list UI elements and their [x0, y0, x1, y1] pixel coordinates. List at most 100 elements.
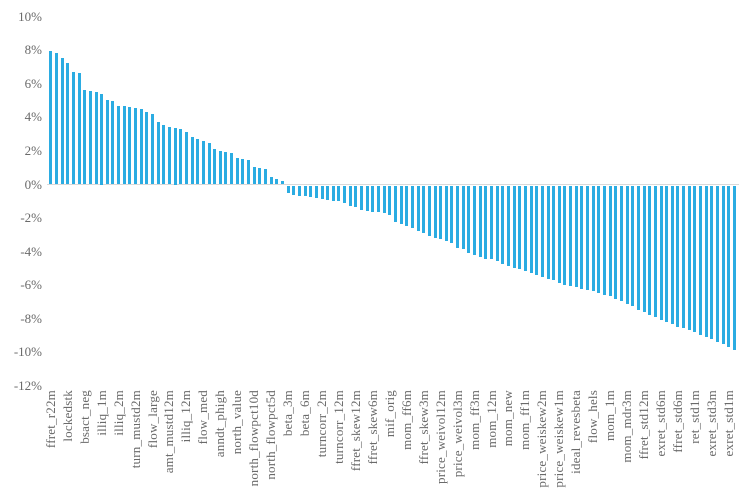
- bar: [399, 185, 403, 225]
- bar: [218, 150, 222, 185]
- y-axis-tick-label: -8%: [20, 310, 42, 326]
- bar: [224, 151, 228, 185]
- bar: [422, 185, 426, 234]
- bar: [625, 185, 629, 304]
- bar: [665, 185, 669, 322]
- x-axis-category-label: mif_orig: [381, 390, 397, 438]
- bar: [586, 185, 590, 291]
- bar: [105, 99, 109, 185]
- bar: [252, 166, 256, 185]
- bar: [732, 185, 736, 351]
- bar: [506, 185, 510, 267]
- bar: [523, 185, 527, 272]
- x-axis-category-label: beta_6m: [297, 390, 313, 437]
- bar: [314, 185, 318, 199]
- bar: [721, 185, 725, 345]
- bar: [501, 185, 505, 265]
- bar: [450, 185, 454, 244]
- y-axis-tick-label: 10%: [18, 8, 42, 24]
- x-axis-category-label: amt_mustd12m: [161, 390, 177, 474]
- x-axis-category-label: illiq_1m: [93, 390, 109, 436]
- y-axis-tick-label: 6%: [24, 75, 42, 91]
- bar: [603, 185, 606, 295]
- bar: [557, 185, 561, 283]
- bar: [94, 92, 98, 185]
- bar: [648, 185, 652, 315]
- bar: [128, 106, 132, 185]
- x-axis-category-label: ret_std1m: [686, 390, 702, 444]
- bar: [484, 185, 488, 259]
- x-axis-category-label: price_weiskew1m: [551, 390, 567, 488]
- zero-axis-line: [47, 184, 739, 185]
- x-axis-category-label: mom_1m: [602, 390, 618, 442]
- bar: [393, 185, 397, 222]
- bar: [297, 185, 301, 196]
- bar: [139, 108, 143, 185]
- x-axis-category-label: exret_std1m: [720, 390, 736, 457]
- bar: [427, 185, 431, 236]
- x-axis-category-label: north_value: [229, 390, 245, 455]
- bar: [467, 185, 471, 253]
- bar: [614, 185, 618, 299]
- bar: [354, 185, 358, 208]
- x-axis-category-label: exret_std3m: [703, 390, 719, 457]
- bar: [563, 185, 567, 285]
- x-axis-category-label: price_weivol12m: [432, 390, 448, 484]
- bar: [676, 185, 680, 327]
- bar: [405, 185, 409, 226]
- bar: [704, 185, 708, 337]
- bar: [292, 185, 296, 195]
- y-axis-tick-label: 4%: [24, 109, 42, 125]
- y-axis-tick-label: 8%: [24, 42, 42, 58]
- bar: [371, 185, 375, 212]
- bar: [642, 185, 646, 313]
- bar: [151, 113, 154, 185]
- bar: [88, 91, 92, 185]
- bar: [619, 185, 623, 302]
- bar: [196, 138, 200, 185]
- bar: [167, 126, 171, 185]
- bar: [258, 167, 262, 185]
- bar: [670, 185, 674, 325]
- x-axis-category-label: ideal_revesbeta: [568, 390, 584, 474]
- x-axis-category-label: mom_ff3m: [466, 390, 482, 450]
- bar: [77, 73, 81, 185]
- y-axis-tick-label: -12%: [13, 377, 42, 393]
- bar: [173, 127, 177, 185]
- x-axis-category-label: flow_large: [144, 390, 160, 449]
- bar: [653, 185, 657, 318]
- y-axis-tick-label: 2%: [24, 142, 42, 158]
- x-axis-category-label: mom_12m: [483, 390, 499, 448]
- x-axis-category-label: price_weivol3m: [449, 390, 465, 478]
- x-axis-category-label: beta_3m: [280, 390, 296, 437]
- bar: [190, 136, 194, 185]
- x-axis-category-label: lockedstk: [59, 390, 75, 442]
- bar: [326, 185, 330, 200]
- bar: [207, 142, 211, 185]
- bar: [710, 185, 714, 340]
- bar: [416, 185, 420, 231]
- bar: [309, 185, 313, 198]
- bar: [388, 185, 392, 215]
- bar: [111, 100, 115, 185]
- bar: [433, 185, 437, 238]
- bar: [574, 185, 578, 288]
- x-axis-category-label: flow_med: [195, 390, 211, 445]
- bar: [478, 185, 482, 257]
- bar: [512, 185, 516, 268]
- x-axis-category-label: turncorr_2m: [314, 390, 329, 458]
- bar: [280, 181, 284, 185]
- bar: [687, 185, 691, 330]
- bar: [275, 179, 279, 185]
- bar: [659, 185, 663, 320]
- bar: [580, 185, 584, 289]
- bar: [382, 185, 386, 214]
- bar: [597, 185, 601, 293]
- bar: [145, 112, 149, 185]
- y-axis-tick-label: -2%: [20, 210, 42, 226]
- bar: [337, 185, 341, 202]
- bar: [410, 185, 414, 229]
- bar: [540, 185, 544, 277]
- x-axis-category-label: bsact_neg: [76, 390, 92, 444]
